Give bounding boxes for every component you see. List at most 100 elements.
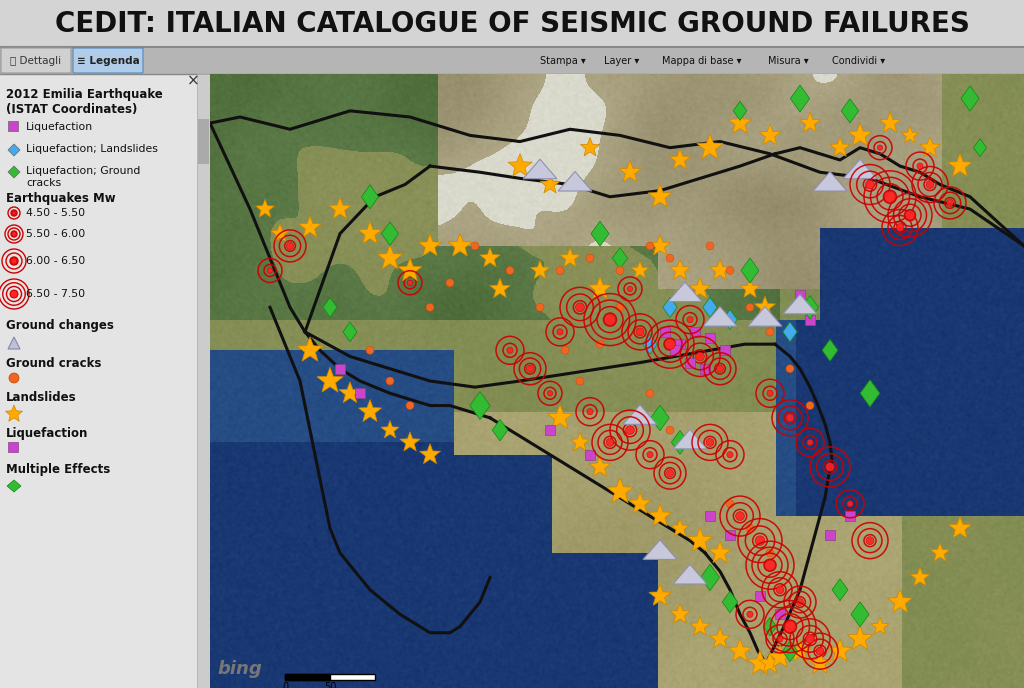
Polygon shape [299, 216, 322, 237]
Text: Liquefaction; Landslides: Liquefaction; Landslides [26, 144, 158, 154]
Polygon shape [530, 260, 550, 279]
Circle shape [11, 210, 17, 216]
Polygon shape [361, 185, 379, 208]
Circle shape [765, 560, 775, 570]
Bar [795, 290, 805, 300]
Text: Ground changes: Ground changes [6, 319, 114, 332]
Polygon shape [809, 652, 831, 674]
Polygon shape [759, 652, 781, 673]
Circle shape [807, 440, 813, 446]
Polygon shape [8, 337, 20, 349]
Circle shape [865, 180, 874, 189]
Polygon shape [842, 98, 859, 123]
Bar [585, 450, 595, 460]
Circle shape [695, 352, 705, 361]
Circle shape [647, 451, 653, 458]
Polygon shape [709, 541, 731, 563]
Bar [715, 314, 725, 325]
Polygon shape [648, 504, 672, 526]
Circle shape [11, 231, 17, 237]
Polygon shape [663, 297, 677, 317]
Polygon shape [560, 248, 580, 267]
Circle shape [926, 180, 934, 189]
Polygon shape [673, 429, 707, 449]
Circle shape [776, 585, 784, 594]
Text: Landslides: Landslides [6, 391, 77, 404]
Text: ×: × [186, 74, 200, 89]
Polygon shape [749, 307, 782, 326]
Polygon shape [673, 564, 707, 584]
Polygon shape [961, 86, 979, 111]
Circle shape [556, 266, 564, 275]
Circle shape [946, 200, 953, 206]
Polygon shape [670, 259, 690, 279]
Polygon shape [974, 138, 986, 157]
FancyBboxPatch shape [217, 119, 241, 143]
Polygon shape [671, 519, 689, 536]
Polygon shape [398, 258, 422, 281]
Polygon shape [5, 405, 23, 421]
Polygon shape [329, 197, 351, 219]
Polygon shape [339, 382, 360, 402]
Polygon shape [651, 405, 670, 431]
Circle shape [616, 303, 624, 311]
Polygon shape [612, 248, 628, 269]
Polygon shape [763, 617, 776, 636]
Polygon shape [848, 625, 872, 649]
Polygon shape [648, 184, 672, 207]
Text: Earthquakes Mw: Earthquakes Mw [6, 192, 116, 205]
Polygon shape [759, 124, 781, 144]
Polygon shape [833, 579, 848, 601]
Polygon shape [378, 245, 402, 269]
Bar [660, 327, 670, 337]
Circle shape [755, 536, 765, 546]
Circle shape [706, 242, 714, 250]
Circle shape [646, 389, 654, 397]
Text: 6.50 - 7.50: 6.50 - 7.50 [26, 289, 85, 299]
Circle shape [406, 402, 414, 409]
Polygon shape [607, 477, 633, 503]
Polygon shape [782, 322, 798, 342]
Polygon shape [419, 234, 441, 256]
Polygon shape [748, 650, 773, 674]
Bar [725, 530, 735, 539]
Polygon shape [755, 297, 775, 316]
Polygon shape [547, 405, 572, 429]
Circle shape [11, 258, 17, 264]
Circle shape [10, 290, 17, 298]
Polygon shape [828, 638, 852, 661]
Bar [755, 591, 765, 601]
Circle shape [896, 224, 904, 231]
Bar [0, 0, 1024, 47]
Circle shape [726, 266, 734, 275]
Circle shape [12, 211, 15, 215]
Polygon shape [822, 339, 838, 361]
Polygon shape [581, 138, 600, 156]
Circle shape [905, 211, 914, 220]
Polygon shape [728, 638, 752, 661]
Circle shape [287, 242, 294, 250]
Polygon shape [931, 543, 949, 561]
Polygon shape [358, 400, 382, 422]
Text: Misura ▾: Misura ▾ [768, 56, 809, 65]
Polygon shape [540, 174, 560, 193]
Polygon shape [420, 444, 440, 464]
Polygon shape [871, 617, 889, 634]
Bar [670, 345, 680, 355]
Circle shape [806, 402, 814, 409]
Text: Layer ▾: Layer ▾ [604, 56, 639, 65]
Polygon shape [449, 233, 472, 256]
Polygon shape [703, 307, 737, 326]
Circle shape [687, 316, 693, 323]
Polygon shape [948, 517, 972, 538]
Polygon shape [700, 564, 720, 591]
Polygon shape [689, 277, 711, 298]
Polygon shape [668, 282, 701, 301]
Polygon shape [888, 589, 912, 612]
Polygon shape [723, 310, 737, 330]
Polygon shape [722, 591, 737, 613]
Circle shape [10, 290, 17, 298]
Circle shape [866, 537, 873, 545]
Circle shape [471, 242, 479, 250]
Circle shape [507, 347, 513, 354]
